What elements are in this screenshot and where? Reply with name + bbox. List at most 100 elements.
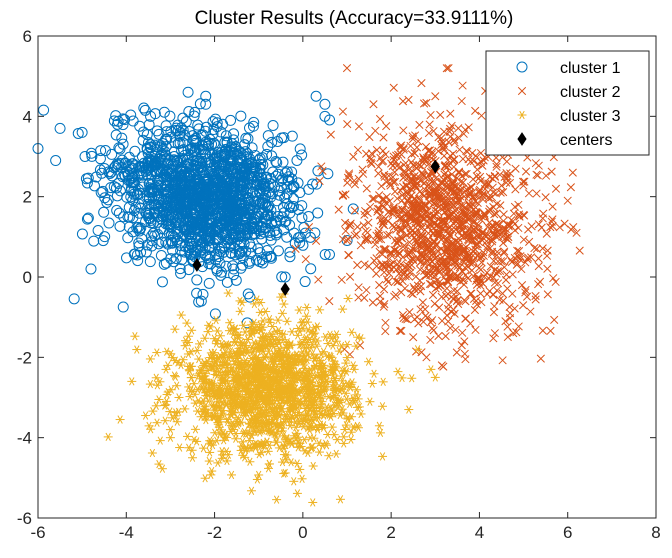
data-point-stroke (400, 169, 409, 178)
data-point (418, 298, 427, 307)
data-point (286, 166, 298, 178)
data-point (82, 212, 94, 224)
data-point (541, 171, 551, 180)
data-point (244, 291, 256, 303)
data-point (201, 165, 213, 177)
data-point (158, 171, 170, 183)
data-point (464, 123, 473, 132)
data-point (222, 212, 234, 224)
data-point (497, 181, 506, 190)
data-point (180, 212, 192, 224)
data-point (495, 170, 504, 179)
data-point (228, 146, 240, 158)
data-point (167, 195, 179, 207)
data-point (152, 179, 164, 191)
data-point (294, 231, 306, 243)
data-point (218, 169, 230, 181)
data-point-stroke (360, 260, 369, 269)
data-point (244, 122, 256, 134)
data-point (170, 199, 182, 211)
y-tick-label: -6 (17, 509, 32, 528)
data-point (169, 175, 181, 187)
data-point-stroke (514, 322, 523, 331)
data-point (105, 182, 117, 194)
data-point (218, 222, 230, 234)
data-point (505, 302, 514, 311)
data-point (228, 269, 240, 281)
data-point (85, 147, 97, 159)
data-point-stroke (419, 99, 429, 108)
data-point (160, 120, 172, 132)
data-point (314, 275, 323, 284)
y-tick-label: -4 (17, 429, 32, 448)
data-point (111, 118, 123, 130)
data-point (99, 145, 111, 157)
data-point (319, 248, 331, 260)
data-point (428, 290, 438, 300)
data-point-stroke (566, 183, 575, 192)
data-point-stroke (541, 171, 551, 180)
data-point (221, 276, 233, 288)
data-point-stroke (484, 193, 494, 202)
data-point (80, 173, 92, 185)
data-point-stroke (446, 323, 455, 333)
data-point (470, 305, 480, 315)
data-point (137, 134, 149, 146)
data-point (294, 143, 306, 155)
data-point (255, 183, 267, 195)
data-point (76, 228, 88, 240)
data-point (278, 201, 290, 213)
data-point (278, 207, 290, 219)
data-point (245, 241, 257, 253)
data-point-stroke (470, 305, 480, 315)
data-point (442, 276, 452, 285)
data-point (514, 322, 523, 331)
data-point (203, 242, 215, 254)
y-tick-label: 6 (23, 27, 32, 46)
data-point (76, 126, 88, 138)
data-point (319, 110, 331, 122)
data-point (220, 260, 232, 272)
data-point-stroke (493, 279, 503, 288)
data-point (202, 172, 214, 184)
data-point (218, 172, 230, 184)
data-point (487, 223, 496, 232)
data-point (121, 191, 133, 203)
data-point (98, 206, 110, 218)
data-point (490, 329, 500, 338)
data-point (116, 132, 128, 144)
data-point (156, 276, 168, 288)
data-point-stroke (516, 252, 525, 261)
data-point (454, 133, 463, 142)
data-point (244, 203, 256, 215)
data-point (176, 179, 188, 191)
data-point (347, 203, 359, 215)
data-point-stroke (391, 276, 400, 286)
data-point (155, 173, 167, 185)
data-point (146, 240, 158, 252)
data-point (165, 235, 177, 247)
data-point (382, 121, 391, 131)
data-point (274, 189, 286, 201)
x-tick-label: 4 (475, 523, 484, 542)
data-point (225, 114, 237, 126)
data-point-stroke (425, 190, 434, 199)
data-point (212, 185, 224, 197)
data-point (153, 128, 165, 140)
data-point (81, 213, 93, 225)
data-point-stroke (361, 235, 370, 244)
data-point (473, 198, 482, 208)
data-point (407, 150, 416, 159)
data-point-stroke (457, 201, 466, 210)
data-point (103, 217, 115, 229)
data-point (266, 188, 278, 200)
data-point-stroke (533, 171, 542, 180)
data-point (309, 227, 321, 239)
data-point (270, 170, 282, 182)
data-point (278, 132, 290, 144)
data-point (228, 228, 240, 240)
data-point (512, 328, 521, 337)
data-point-stroke (525, 237, 534, 247)
data-point-stroke (384, 277, 393, 287)
data-point (280, 215, 292, 227)
